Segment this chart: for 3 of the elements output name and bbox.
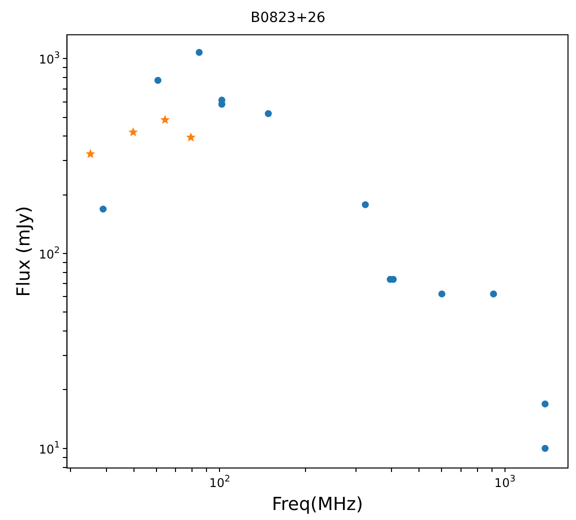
chart-title: B0823+26 (250, 10, 326, 26)
x-axis-title: Freq(MHz) (272, 494, 363, 515)
y-axis-title: Flux (mJy) (13, 206, 34, 297)
